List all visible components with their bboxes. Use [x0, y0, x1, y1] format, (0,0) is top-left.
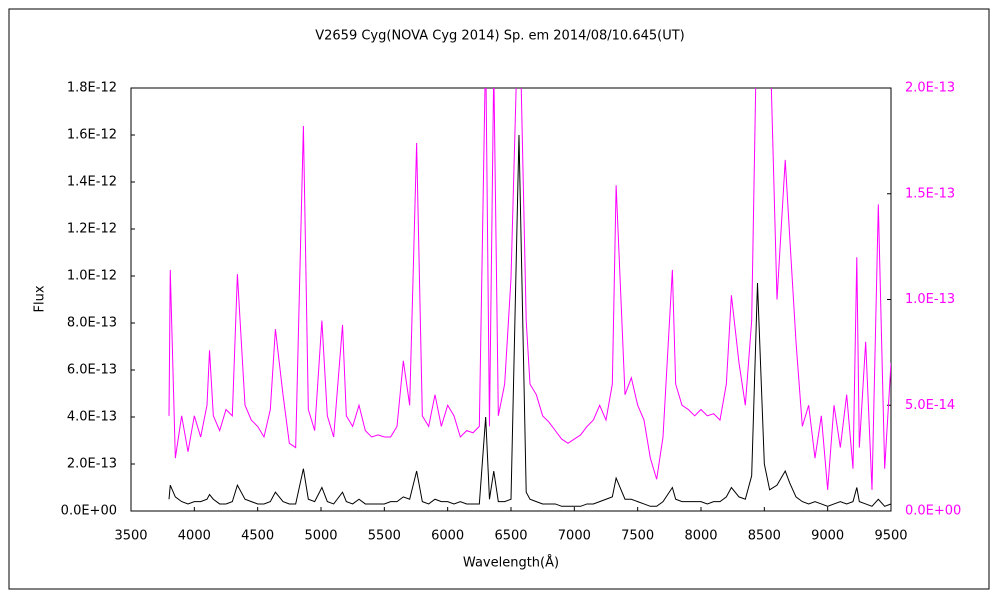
y2-tick-label: 1.5E-13: [905, 186, 955, 201]
outer-frame: [8, 8, 990, 590]
y-tick-label: 6.0E-13: [67, 363, 117, 378]
x-tick-label: 8500: [748, 529, 781, 544]
x-tick-label: 7000: [558, 529, 591, 544]
y2-tick-label: 2.0E-13: [905, 81, 955, 96]
y-tick-label: 4.0E-13: [67, 410, 117, 425]
x-tick-label: 9000: [811, 529, 844, 544]
y-tick-label: 1.4E-12: [67, 175, 117, 190]
y-tick-label: 2.0E-13: [67, 457, 117, 472]
x-tick-label: 3500: [114, 529, 147, 544]
chart-title: V2659 Cyg(NOVA Cyg 2014) Sp. em 2014/08/…: [315, 29, 685, 44]
spectrum-line: [168, 134, 891, 507]
spectrum-line: [168, 88, 891, 490]
x-tick-label: 4000: [178, 529, 211, 544]
y-tick-label: 8.0E-13: [67, 316, 117, 331]
y-tick-label: 1.2E-12: [67, 222, 117, 237]
y2-tick-label: 1.0E-13: [905, 292, 955, 307]
x-tick-label: 5500: [368, 529, 401, 544]
y-tick-label: 0.0E+00: [61, 504, 117, 519]
x-tick-label: 6000: [431, 529, 464, 544]
x-tick-label: 7500: [621, 529, 654, 544]
y2-tick-label: 5.0E-14: [905, 398, 955, 413]
y-tick-label: 1.0E-12: [67, 269, 117, 284]
x-tick-label: 6500: [494, 529, 527, 544]
x-tick-label: 8000: [684, 529, 717, 544]
x-tick-label: 5000: [304, 529, 337, 544]
x-tick-label: 9500: [874, 529, 907, 544]
y-tick-label: 1.6E-12: [67, 128, 117, 143]
y2-tick-label: 0.0E+00: [905, 504, 961, 519]
x-tick-label: 4500: [241, 529, 274, 544]
y-axis-label: Flux: [33, 285, 48, 312]
y-tick-label: 1.8E-12: [67, 81, 117, 96]
x-axis-label: Wavelength(Å): [463, 555, 559, 571]
